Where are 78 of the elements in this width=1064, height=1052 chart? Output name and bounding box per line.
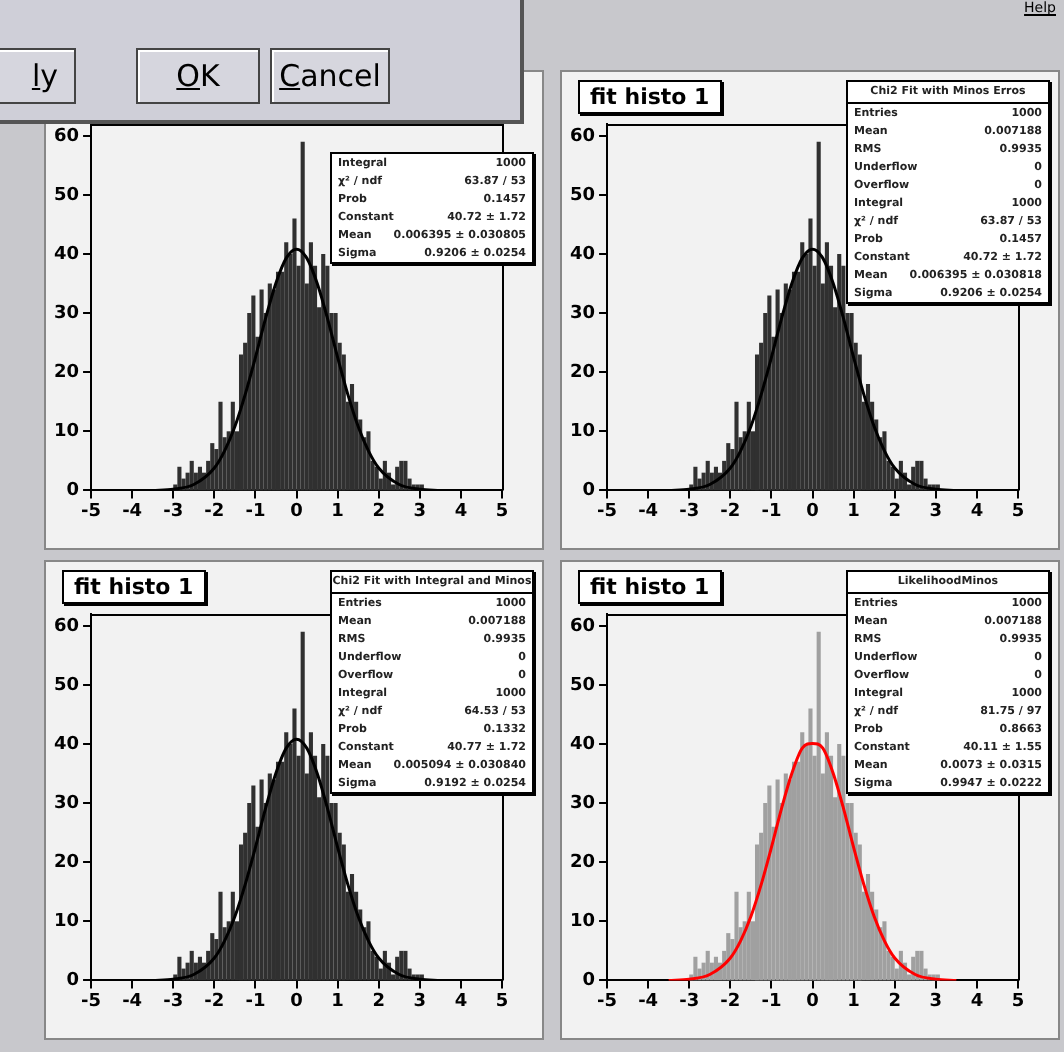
y-tick-label: 10 <box>569 911 596 932</box>
x-tick-label: 0 <box>290 991 303 1012</box>
y-tick-label: 20 <box>569 362 596 383</box>
x-tick-label: -4 <box>638 501 659 522</box>
x-tick-label: 5 <box>1011 991 1025 1012</box>
chart-title: fit histo 1 <box>62 570 206 604</box>
y-tick-label: 60 <box>569 126 596 147</box>
text: Cancel <box>279 58 381 94</box>
y-tick-label: 40 <box>53 734 80 755</box>
x-tick-label: -2 <box>204 991 225 1012</box>
x-tick-label: 2 <box>888 991 901 1012</box>
y-tick-label: 30 <box>569 793 596 814</box>
y-tick-label: 60 <box>53 616 80 637</box>
x-tick-label: 4 <box>454 501 468 522</box>
y-tick-label: 20 <box>53 362 80 383</box>
x-tick-label: -1 <box>761 991 782 1012</box>
y-tick-label: 0 <box>66 971 80 992</box>
y-tick-label: 30 <box>53 793 80 814</box>
x-tick-label: 3 <box>413 501 427 522</box>
x-tick-label: -3 <box>679 501 700 522</box>
x-tick-label: 3 <box>413 991 427 1012</box>
x-tick-label: -3 <box>163 501 184 522</box>
x-tick-label: 5 <box>495 991 509 1012</box>
x-tick-label: 4 <box>970 991 984 1012</box>
y-tick-label: 10 <box>569 421 596 442</box>
y-tick-label: 50 <box>569 185 596 206</box>
x-tick-label: 2 <box>888 501 901 522</box>
x-tick-label: -2 <box>204 501 225 522</box>
x-tick-label: 0 <box>806 991 819 1012</box>
y-tick-label: 50 <box>53 675 80 696</box>
x-tick-label: -4 <box>638 991 659 1012</box>
x-tick-label: 5 <box>495 501 509 522</box>
x-tick-label: -5 <box>597 501 618 522</box>
x-tick-label: 4 <box>970 501 984 522</box>
y-tick-label: 0 <box>582 481 596 502</box>
x-tick-label: -5 <box>597 991 618 1012</box>
x-tick-label: 1 <box>331 991 344 1012</box>
x-tick-label: 5 <box>1011 501 1025 522</box>
x-tick-label: -1 <box>245 991 266 1012</box>
chart-title: fit histo 1 <box>578 80 722 114</box>
x-tick-label: -4 <box>122 991 143 1012</box>
x-tick-label: -4 <box>122 501 143 522</box>
text: ly <box>31 58 58 94</box>
y-tick-label: 50 <box>53 185 80 206</box>
x-tick-label: 1 <box>847 991 860 1012</box>
y-tick-label: 20 <box>53 852 80 873</box>
x-tick-label: -1 <box>245 501 266 522</box>
x-tick-label: 3 <box>929 501 943 522</box>
y-tick-label: 0 <box>66 481 80 502</box>
x-tick-label: -2 <box>720 991 741 1012</box>
x-tick-label: -2 <box>720 501 741 522</box>
y-tick-label: 30 <box>569 303 596 324</box>
y-tick-label: 60 <box>569 616 596 637</box>
x-tick-label: -3 <box>163 991 184 1012</box>
x-tick-label: -5 <box>81 501 102 522</box>
x-tick-label: -3 <box>679 991 700 1012</box>
x-tick-label: 3 <box>929 991 943 1012</box>
y-tick-label: 10 <box>53 911 80 932</box>
y-tick-label: 40 <box>53 244 80 265</box>
x-tick-label: 2 <box>372 991 385 1012</box>
y-tick-label: 30 <box>53 303 80 324</box>
chart-title: fit histo 1 <box>578 570 722 604</box>
x-tick-label: -5 <box>81 991 102 1012</box>
y-tick-label: 50 <box>569 675 596 696</box>
text: OK <box>176 58 220 94</box>
x-tick-label: 0 <box>290 501 303 522</box>
y-tick-label: 40 <box>569 734 596 755</box>
x-tick-label: -1 <box>761 501 782 522</box>
x-tick-label: 1 <box>847 501 860 522</box>
x-tick-label: 1 <box>331 501 344 522</box>
y-tick-label: 60 <box>53 126 80 147</box>
y-tick-label: 0 <box>582 971 596 992</box>
x-tick-label: 0 <box>806 501 819 522</box>
y-tick-label: 20 <box>569 852 596 873</box>
x-tick-label: 4 <box>454 991 468 1012</box>
y-tick-label: 40 <box>569 244 596 265</box>
y-tick-label: 10 <box>53 421 80 442</box>
x-tick-label: 2 <box>372 501 385 522</box>
